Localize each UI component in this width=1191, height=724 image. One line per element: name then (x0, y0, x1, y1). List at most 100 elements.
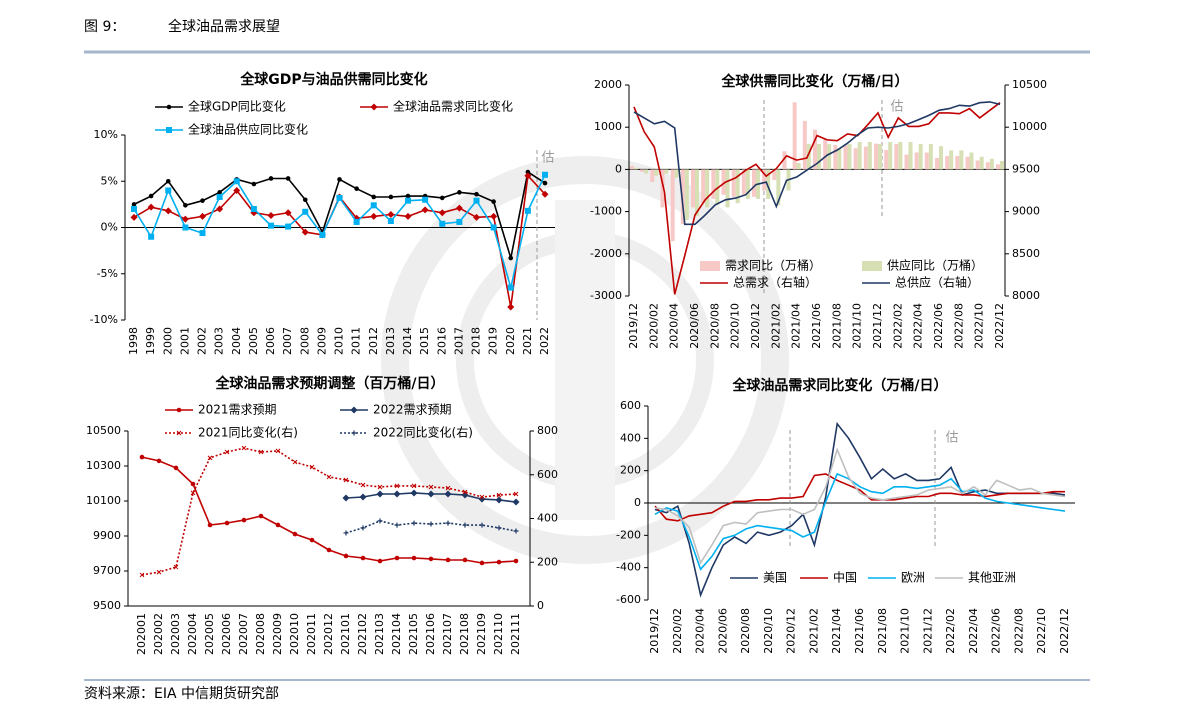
x-tick-label: 2020/10 (762, 608, 775, 654)
marker (360, 555, 366, 561)
x-tick-label: 2019 (487, 327, 500, 355)
x-tick-label: 2020/12 (785, 608, 798, 654)
marker (438, 209, 446, 217)
bar (711, 169, 716, 199)
chart-title: 全球油品需求同比变化（万桶/日） (731, 377, 947, 394)
marker (292, 459, 298, 465)
x-tick-label: 2022/04 (967, 608, 980, 654)
x-tick-label: 202010 (288, 613, 301, 655)
bar (680, 169, 685, 225)
marker (342, 494, 350, 502)
y2-tick-label: 400 (537, 512, 558, 525)
bar (691, 169, 695, 208)
marker (394, 555, 400, 561)
legend-label: 其他亚洲 (968, 571, 1016, 585)
bar (813, 129, 817, 170)
marker (217, 190, 222, 195)
bar (959, 150, 964, 170)
marker (241, 445, 247, 451)
marker (513, 491, 519, 497)
legend-label: 需求同比（万桶） (725, 258, 821, 273)
x-tick-label: 2022/10 (973, 303, 986, 349)
y-tick-label: -400 (616, 561, 641, 574)
marker (165, 187, 172, 194)
bar (863, 146, 868, 170)
marker (343, 477, 349, 483)
marker (251, 181, 257, 187)
marker (284, 209, 292, 217)
y-tick-label: 10% (94, 128, 118, 141)
series-line (633, 102, 1001, 295)
marker (495, 496, 503, 504)
legend-label: 2022需求预期 (373, 403, 452, 417)
x-tick-label: 2020/06 (688, 303, 701, 349)
marker (496, 492, 502, 498)
marker (377, 558, 383, 564)
marker (490, 212, 498, 220)
marker (199, 212, 206, 220)
marker (462, 489, 468, 495)
marker (176, 430, 182, 436)
marker (508, 255, 514, 261)
bar (817, 144, 821, 170)
marker (224, 520, 230, 526)
x-tick-label: 2020/06 (716, 608, 729, 654)
y-tick-label: -5% (97, 267, 118, 280)
bar (772, 169, 777, 180)
x-tick-label: 202109 (475, 613, 488, 655)
marker (394, 522, 400, 528)
y-tick-label: 0% (101, 221, 118, 234)
bar (827, 144, 832, 170)
marker (462, 522, 468, 528)
y-tick-label: -600 (616, 593, 641, 606)
bar (796, 163, 801, 170)
bar (955, 155, 960, 170)
marker (292, 531, 298, 537)
x-tick-label: 2021/12 (921, 608, 934, 654)
marker (479, 560, 485, 566)
x-tick-label: 2021 (521, 327, 534, 355)
y2-tick-label: 8500 (1012, 247, 1040, 260)
bar (725, 169, 730, 208)
series-line (633, 101, 1001, 226)
marker (216, 193, 223, 200)
x-tick-label: 2020/10 (729, 303, 742, 349)
bar (670, 169, 675, 242)
bar (654, 169, 659, 176)
marker (164, 207, 172, 215)
legend-label: 全球油品供应同比变化 (188, 122, 308, 137)
bar (752, 169, 756, 197)
legend-label: 供应同比（万桶） (887, 258, 983, 273)
legend-swatch (862, 261, 882, 271)
y-tick-label: 10500 (86, 424, 121, 437)
marker (241, 517, 247, 523)
marker (542, 171, 548, 178)
y2-tick-label: 600 (537, 468, 558, 481)
marker (444, 490, 452, 498)
marker (479, 522, 485, 528)
legend-swatch (700, 261, 720, 271)
x-tick-label: 2022/12 (993, 303, 1006, 349)
x-tick-label: 2011 (350, 327, 363, 355)
bar (843, 145, 848, 170)
marker (524, 172, 532, 180)
x-tick-label: 202111 (509, 613, 522, 655)
marker (268, 176, 274, 181)
bar (1000, 160, 1004, 170)
bar (782, 151, 787, 170)
marker (156, 569, 162, 575)
bar (914, 152, 919, 170)
bar (996, 164, 1000, 170)
x-tick-label: 202008 (254, 613, 267, 655)
marker (387, 211, 395, 219)
marker (131, 202, 137, 207)
marker (456, 218, 463, 225)
marker (542, 180, 548, 186)
bar (837, 148, 842, 170)
marker (173, 465, 179, 471)
marker (360, 482, 366, 488)
bar (884, 149, 889, 170)
y-tick-label: 400 (620, 431, 641, 444)
x-tick-label: 202006 (220, 613, 233, 655)
